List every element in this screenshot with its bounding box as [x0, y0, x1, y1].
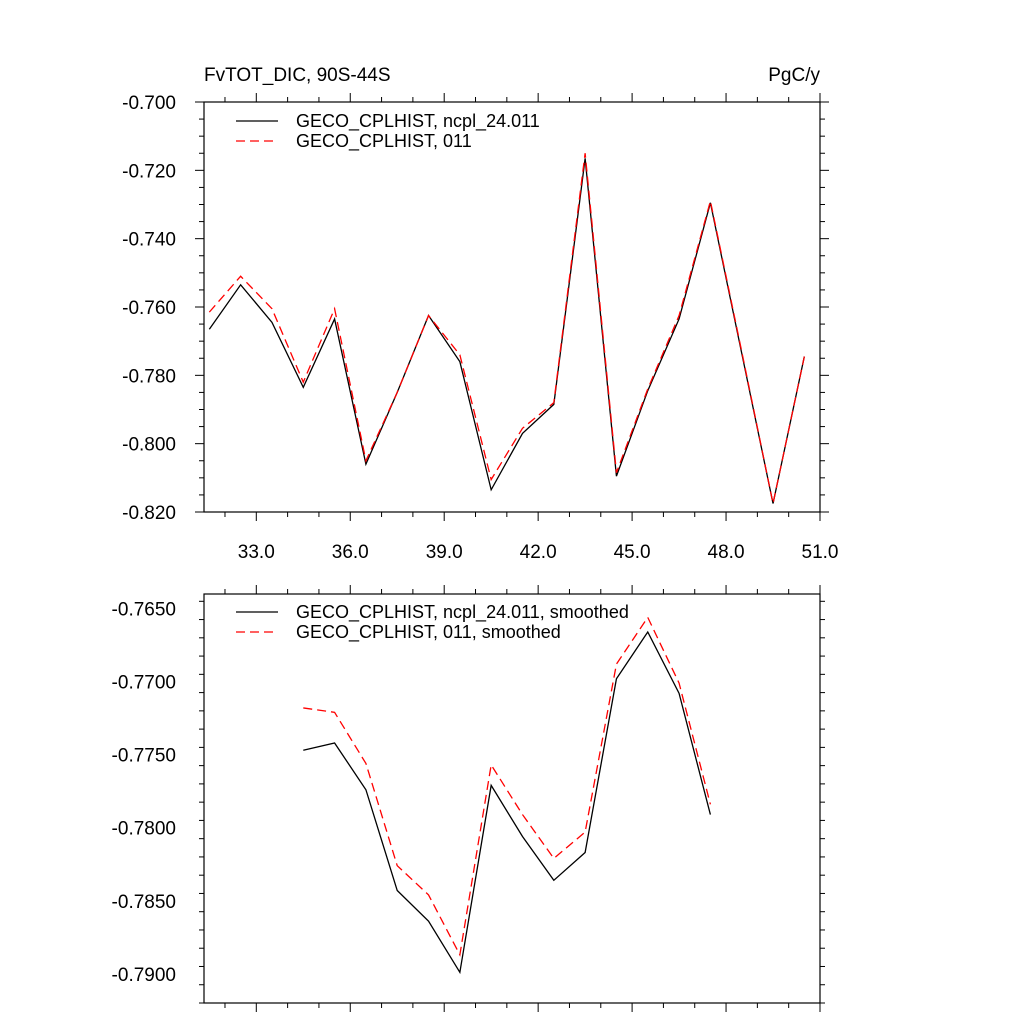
y-tick-label: -0.700: [122, 93, 176, 114]
y-tick-label: -0.720: [122, 161, 176, 182]
x-tick-label: 39.0: [426, 542, 463, 563]
series-line-ncpl: [303, 630, 712, 975]
x-tick-label: 48.0: [708, 542, 745, 563]
top-chart-units: PgC/y: [768, 65, 820, 86]
y-tick-label: -0.7850: [112, 892, 176, 913]
y-tick-label: -0.740: [122, 230, 176, 251]
top-panel: FvTOT_DIC, 90S-44S PgC/y 33.0 36.0 39.0 42.…: [122, 65, 838, 563]
legend-label: GECO_CPLHIST, 011: [296, 131, 472, 152]
y-tick-label: -0.7650: [112, 600, 176, 621]
plot-frame: [203, 593, 821, 1004]
top-chart-title: FvTOT_DIC, 90S-44S: [204, 65, 391, 86]
legend-label: GECO_CPLHIST, ncpl_24.011: [296, 111, 540, 132]
y-tick-label: -0.7700: [112, 673, 176, 694]
x-tick-label: 45.0: [614, 542, 651, 563]
y-tick-label: -0.780: [122, 366, 176, 387]
y-tick-label: -0.760: [122, 298, 176, 319]
top-chart-marks: 33.0 36.0 39.0 42.0 45.0 48.0 51.0 -0.700 -0.720…: [122, 93, 838, 563]
legend-label: GECO_CPLHIST, ncpl_24.011, smoothed: [296, 602, 629, 623]
series-line-011: [303, 616, 712, 957]
x-tick-label: 33.0: [238, 542, 275, 563]
y-tick-label: -0.820: [122, 503, 176, 524]
bottom-chart-marks: -0.7650 -0.7700 -0.7750 -0.7800 -0.7850 -0.79…: [112, 585, 825, 1012]
y-tick-label: -0.7800: [112, 819, 176, 840]
legend-label: GECO_CPLHIST, 011, smoothed: [296, 622, 561, 643]
y-tick-label: -0.7750: [112, 746, 176, 767]
x-tick-label: 36.0: [332, 542, 369, 563]
x-tick-label: 51.0: [802, 542, 839, 563]
y-tick-label: -0.7900: [112, 965, 176, 986]
y-tick-label: -0.800: [122, 435, 176, 456]
series-line-011: [208, 153, 805, 504]
bottom-panel: -0.7650 -0.7700 -0.7750 -0.7800 -0.7850 -0.79…: [112, 585, 825, 1012]
x-tick-label: 42.0: [520, 542, 557, 563]
